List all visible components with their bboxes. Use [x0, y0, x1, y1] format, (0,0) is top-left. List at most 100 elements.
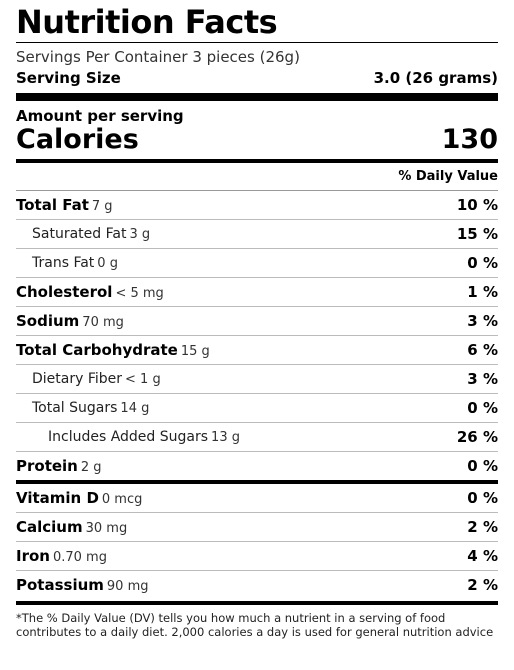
nutrient-amount: 14 g [120, 401, 150, 416]
nutrient-row: Iron 0.70 mg 4 % [16, 542, 498, 570]
nutrient-amount: < 1 g [125, 372, 161, 387]
calories-label: Calories [16, 124, 139, 155]
nutrient-name: Cholesterol [16, 283, 113, 301]
divider-light [16, 190, 498, 191]
nutrient-name-group: Potassium 90 mg [16, 576, 149, 594]
daily-value-header: % Daily Value [398, 169, 498, 184]
nutrient-name: Saturated Fat [32, 226, 127, 242]
nutrient-amount: 2 g [80, 460, 102, 475]
nutrient-name-group: Trans Fat 0 g [16, 255, 118, 271]
divider-medium [16, 159, 498, 163]
serving-size-value: 3.0 (26 grams) [373, 69, 498, 87]
serving-size-label: Serving Size [16, 69, 121, 87]
nutrient-daily-value: 0 % [467, 254, 498, 272]
nutrient-row: Total Carbohydrate 15 g 6 % [16, 336, 498, 364]
nutrient-daily-value: 0 % [467, 489, 498, 507]
nutrient-amount: 3 g [129, 227, 151, 242]
nutrient-row: Potassium 90 mg 2 % [16, 571, 498, 599]
nutrient-row: Sodium 70 mg 3 % [16, 307, 498, 335]
nutrient-daily-value: 0 % [467, 457, 498, 475]
nutrient-daily-value: 3 % [467, 370, 498, 388]
nutrient-row: Total Sugars 14 g 0 % [16, 394, 498, 422]
nutrient-name-group: Calcium 30 mg [16, 518, 127, 536]
nutrient-amount: 0.70 mg [52, 550, 107, 565]
nutrient-list: Total Fat 7 g 10 % Saturated Fat 3 g 15 % Tran… [16, 190, 498, 480]
nutrient-name: Total Fat [16, 196, 89, 214]
nutrient-name: Potassium [16, 576, 104, 594]
nutrient-amount: 90 mg [106, 579, 149, 594]
calories-row: Calories 130 [16, 125, 498, 159]
divider-light [16, 248, 498, 249]
nutrient-name: Includes Added Sugars [48, 429, 209, 445]
footnote: *The % Daily Value (DV) tells you how mu… [16, 611, 494, 639]
nutrient-name: Total Sugars [32, 400, 118, 416]
nutrient-amount: 7 g [91, 199, 113, 214]
nutrient-amount: 0 g [97, 256, 118, 271]
nutrient-row: Includes Added Sugars 13 g 26 % [16, 423, 498, 451]
divider-medium [16, 601, 498, 605]
nutrient-amount: < 5 mg [115, 286, 164, 301]
divider-light [16, 219, 498, 220]
nutrient-name-group: Saturated Fat 3 g [16, 226, 150, 242]
nutrient-amount: 70 mg [82, 315, 124, 330]
nutrient-name: Calcium [16, 518, 83, 536]
calories-value: 130 [441, 124, 498, 155]
nutrient-name-group: Protein 2 g [16, 457, 102, 475]
nutrient-daily-value: 15 % [456, 225, 498, 243]
nutrient-amount: 13 g [211, 430, 240, 445]
nutrient-row: Total Fat 7 g 10 % [16, 191, 498, 219]
nutrient-daily-value: 3 % [467, 312, 498, 330]
serving-size-row: Serving Size 3.0 (26 grams) [16, 67, 498, 93]
divider-light [16, 393, 498, 394]
divider-light [16, 306, 498, 307]
nutrient-daily-value: 0 % [467, 399, 498, 417]
label-title: Nutrition Facts [16, 3, 278, 41]
nutrient-amount: 30 mg [85, 521, 128, 536]
nutrient-name: Iron [16, 547, 50, 565]
divider-light [16, 277, 498, 278]
nutrient-row: Protein 2 g 0 % [16, 452, 498, 480]
nutrient-name-group: Dietary Fiber < 1 g [16, 371, 161, 387]
nutrient-amount: 15 g [180, 344, 210, 359]
divider-light [16, 422, 498, 423]
nutrient-amount: 0 mcg [101, 492, 143, 507]
nutrient-name-group: Cholesterol < 5 mg [16, 283, 164, 301]
nutrient-daily-value: 1 % [467, 283, 498, 301]
divider-light [16, 451, 498, 452]
amount-per-serving: Amount per serving [16, 107, 184, 125]
nutrient-daily-value: 2 % [467, 576, 498, 594]
nutrient-name-group: Includes Added Sugars 13 g [16, 429, 240, 445]
nutrient-name: Dietary Fiber [32, 371, 123, 387]
nutrient-name: Trans Fat [32, 255, 95, 271]
divider-light [16, 570, 498, 571]
nutrient-row: Dietary Fiber < 1 g 3 % [16, 365, 498, 393]
nutrient-name: Vitamin D [16, 489, 99, 507]
nutrient-row: Saturated Fat 3 g 15 % [16, 220, 498, 248]
divider-light [16, 512, 498, 513]
nutrient-name: Protein [16, 457, 78, 475]
nutrient-name: Sodium [16, 312, 80, 330]
nutrient-name-group: Iron 0.70 mg [16, 547, 107, 565]
nutrient-daily-value: 4 % [467, 547, 498, 565]
divider-light [16, 364, 498, 365]
servings-per-container: Servings Per Container 3 pieces (26g) [16, 48, 300, 66]
divider-heavy [16, 93, 498, 101]
nutrient-daily-value: 6 % [467, 341, 498, 359]
nutrient-row: Cholesterol < 5 mg 1 % [16, 278, 498, 306]
nutrient-name-group: Sodium 70 mg [16, 312, 124, 330]
nutrient-daily-value: 26 % [456, 428, 498, 446]
divider-light [16, 335, 498, 336]
nutrient-daily-value: 2 % [467, 518, 498, 536]
nutrient-row: Calcium 30 mg 2 % [16, 513, 498, 541]
nutrient-name-group: Total Carbohydrate 15 g [16, 341, 210, 359]
divider-medium [16, 480, 498, 484]
divider-light [16, 541, 498, 542]
nutrient-name: Total Carbohydrate [16, 341, 178, 359]
divider [16, 42, 498, 43]
nutrient-name-group: Total Sugars 14 g [16, 400, 149, 416]
nutrient-daily-value: 10 % [456, 196, 498, 214]
